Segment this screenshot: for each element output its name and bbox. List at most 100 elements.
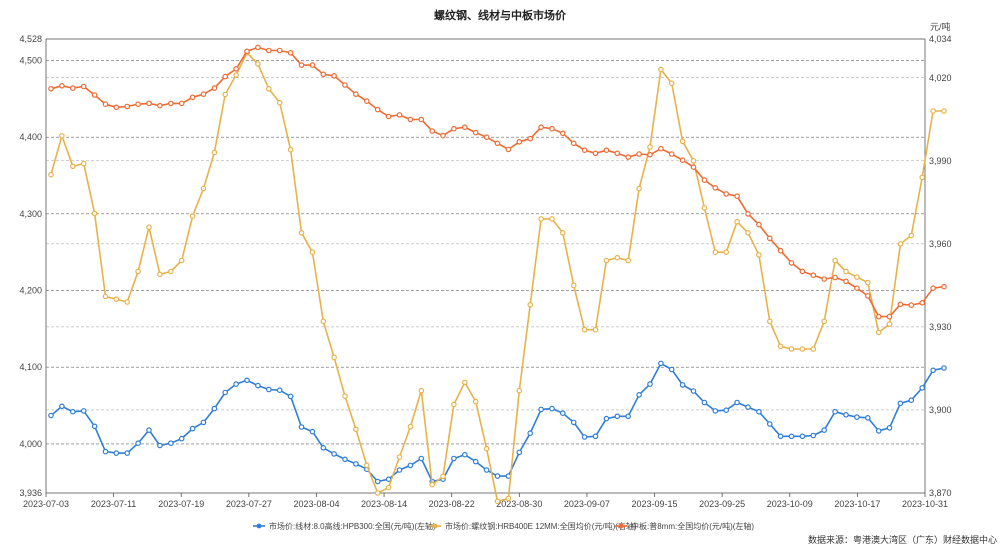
series-1-point [570,419,577,426]
series-3-point [886,313,893,320]
series-2-point [124,299,131,305]
x-tick-label: 2023-09-25 [699,499,745,509]
series-3-point [331,73,337,79]
series-3-point [810,272,817,279]
series-3-point [200,91,207,98]
series-3-point [581,147,588,154]
x-tick-label: 2023-09-15 [632,499,678,509]
series-line-2 [50,51,944,503]
series-2-point [745,230,751,236]
x-tick-label: 2023-08-14 [361,499,407,509]
series-2-point [897,241,904,247]
series-2-point [549,216,555,222]
series-3-point [788,260,795,266]
series-2-point [527,301,534,308]
series-1-point [374,478,381,485]
series-1-point [113,450,120,456]
series-2-point [756,252,762,258]
series-2-point [102,293,109,300]
series-line-1 [50,362,945,483]
series-2-point [864,279,871,286]
series-3-point [146,100,152,107]
series-1-point [766,421,773,427]
series-3-point [113,104,120,111]
series-1-point [625,413,632,420]
left-axis: 3,936 4,000 4,100 4,200 4,300 4,400 4,500 4,528 [19,34,42,498]
series-3-point [48,86,54,92]
series-2-point [679,138,686,145]
series-2-point [603,257,610,264]
series-1-point [102,448,109,455]
series-2-point [941,108,947,114]
series-1-point [788,433,795,440]
series-1-point [298,424,305,430]
series-3-point [374,106,381,113]
series-2-point [440,473,446,480]
series-1-point [222,389,229,396]
series-3-point [570,140,577,147]
left-tick-label: 4,400 [19,132,42,142]
series-1-point [745,404,751,410]
series-1-point [516,449,523,456]
series-1-point [135,440,141,447]
series-2-point [854,274,860,280]
x-tick-label: 2023-07-11 [91,499,136,509]
series-1-point [756,408,762,415]
series-1-point [265,386,272,393]
series-3-point [505,146,512,153]
series-3-point [930,285,936,292]
series-3-point [255,44,261,51]
x-tick-label: 2023-10-31 [902,499,948,509]
series-1-point [48,412,54,419]
series-1-point [843,411,849,418]
series-1-point [701,399,708,406]
plot-frame [45,38,926,494]
series-3-point [429,128,436,134]
series-2-point [483,445,490,452]
series-2-point [91,210,98,217]
series-2-point [461,379,468,386]
series-2-point [559,230,566,236]
series-3-point [353,91,359,98]
series-2-point [505,495,512,502]
series-3-point [385,113,392,120]
series-1-point [80,408,87,414]
series-3-point [418,116,425,123]
series-2-point [385,484,392,491]
x-tick-label: 2023-08-22 [429,499,475,509]
series-1-point [668,366,675,373]
series-3-point [941,283,947,290]
series-3-point [407,116,414,123]
series-2-point [516,387,523,394]
series-3-point [440,132,446,139]
series-2-point [690,158,697,164]
series-1-point [451,455,457,462]
series-2-point [265,86,272,92]
x-tick-label: 2023-07-27 [226,499,272,509]
right-tick-label: 3,960 [929,239,952,249]
legend-marker-2 [432,523,438,529]
series-2-point [276,99,283,106]
chart-title: 螺纹钢、线材与中板市场价 [434,8,567,22]
series-2-point [647,144,653,150]
series-3-point [461,124,468,131]
series-3-point [157,102,163,109]
series-3-point [124,103,131,110]
series-2-point [723,249,730,256]
series-2-point [766,318,773,325]
series-2-point [353,426,359,433]
series-1-point [342,456,348,463]
series-2-point [233,72,239,78]
series-line-3 [50,46,945,318]
series-3-point [832,274,838,281]
data-source: 数据来源：粤港澳大湾区（广东）财经数据中心 [808,534,997,545]
series-3-point [309,62,316,68]
series-2-point [625,257,632,264]
series-3-point [592,150,599,157]
series-3-point [451,125,457,132]
series-1-point [886,424,893,431]
right-axis-unit: 元/吨 [930,21,951,32]
series-1-point [527,430,534,437]
series-3-point [734,193,740,200]
